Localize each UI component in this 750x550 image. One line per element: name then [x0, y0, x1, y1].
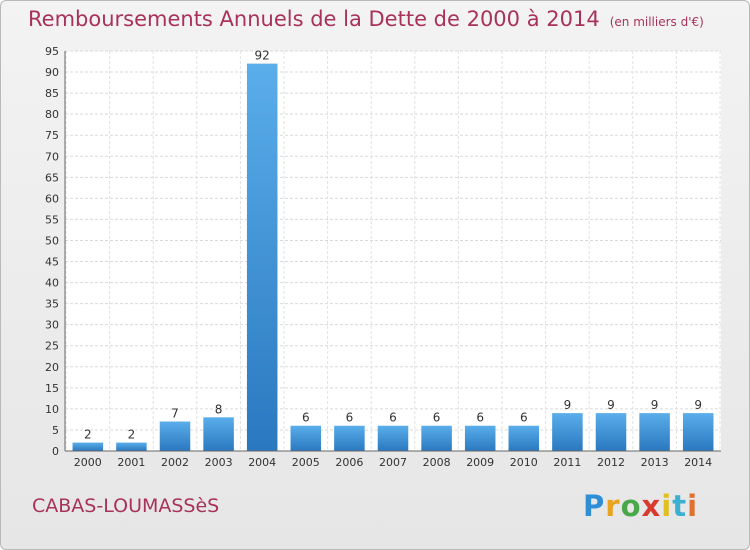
y-tick-label: 80	[45, 108, 59, 121]
y-tick-label: 75	[45, 129, 59, 142]
bar-value-label: 9	[564, 398, 572, 412]
bar-2004	[246, 63, 278, 451]
grid	[65, 50, 721, 452]
bar-value-label: 2	[128, 428, 136, 442]
y-tick-label: 65	[45, 171, 59, 184]
logo-letter: r	[605, 489, 621, 523]
x-tick-label: 2010	[510, 456, 538, 469]
bar-value-label: 6	[520, 411, 528, 425]
bar-value-label: 6	[302, 411, 310, 425]
bar-value-label: 92	[255, 49, 270, 63]
y-tick-label: 95	[45, 45, 59, 58]
bar-2009	[464, 425, 496, 451]
x-tick-label: 2002	[161, 456, 189, 469]
y-tick-label: 40	[45, 277, 59, 290]
y-tick-label: 60	[45, 192, 59, 205]
bar-value-label: 6	[389, 411, 397, 425]
bar-value-label: 9	[607, 398, 615, 412]
bar-value-label: 2	[84, 428, 92, 442]
y-tick-label: 90	[45, 66, 59, 79]
bar-2012	[595, 413, 627, 451]
bar-2006	[334, 425, 365, 451]
bar-2011	[552, 413, 583, 451]
y-tick-label: 45	[45, 256, 59, 269]
x-tick-label: 2013	[641, 456, 669, 469]
bar-2001	[116, 442, 147, 451]
logo-letter: i	[687, 489, 699, 523]
bar-2014	[682, 413, 714, 451]
plot-area	[65, 51, 721, 451]
bar-value-label: 8	[215, 402, 223, 416]
bar-2007	[377, 425, 409, 451]
x-tick-label: 2006	[335, 456, 363, 469]
y-tick-label: 70	[45, 150, 59, 163]
y-tick-label: 10	[45, 403, 59, 416]
y-tick-label: 55	[45, 213, 59, 226]
x-tick-label: 2005	[292, 456, 320, 469]
bar-2008	[421, 425, 452, 451]
x-tick-label: 2003	[205, 456, 233, 469]
y-tick-label: 25	[45, 340, 59, 353]
proxiti-logo: Proxiti	[583, 489, 698, 523]
bar-value-label: 9	[694, 398, 702, 412]
bar-2010	[508, 425, 540, 451]
commune-name: CABAS-LOUMASSèS	[32, 495, 220, 517]
x-tick-label: 2008	[423, 456, 451, 469]
bar-value-label: 6	[346, 411, 354, 425]
chart-unit-label: (en milliers d'€)	[609, 15, 704, 29]
logo-letter: t	[672, 489, 688, 523]
chart-title-text: Remboursements Annuels de la Dette de 20…	[28, 7, 600, 31]
bar-2013	[639, 413, 670, 451]
y-tick-label: 20	[45, 361, 59, 374]
logo-letter: i	[661, 489, 673, 523]
x-tick-label: 2009	[466, 456, 494, 469]
y-tick-label: 30	[45, 319, 59, 332]
logo-letter: P	[583, 489, 606, 523]
axes: 0 5 10 15 20 25 30 35 40 45 50 55 60 65 70 75 80 85 90 95 20…	[45, 45, 721, 469]
x-tick-label: 2007	[379, 456, 407, 469]
logo-letter: x	[641, 489, 662, 523]
bar-2003	[203, 417, 234, 451]
bars: 2 2 7 8 92 6 6 6 6 6 6 9 9 9 9	[72, 49, 714, 451]
y-tick-label: 85	[45, 87, 59, 100]
y-tick-label: 0	[52, 445, 59, 458]
x-tick-label: 2012	[597, 456, 625, 469]
bar-2002	[159, 421, 191, 451]
chart-title: Remboursements Annuels de la Dette de 20…	[28, 7, 704, 31]
y-tick-label: 35	[45, 298, 59, 311]
bar-value-label: 6	[433, 411, 441, 425]
bar-2000	[72, 442, 104, 451]
bar-value-label: 7	[171, 407, 179, 421]
x-tick-label: 2014	[684, 456, 712, 469]
y-tick-label: 50	[45, 234, 59, 247]
bar-2005	[290, 425, 322, 451]
y-tick-label: 15	[45, 382, 59, 395]
bar-value-label: 9	[651, 398, 659, 412]
logo-letter: o	[620, 489, 642, 523]
x-tick-label: 2000	[74, 456, 102, 469]
x-tick-label: 2011	[553, 456, 581, 469]
y-tick-label: 5	[52, 424, 59, 437]
bar-value-label: 6	[476, 411, 484, 425]
x-tick-label: 2001	[117, 456, 145, 469]
x-tick-label: 2004	[248, 456, 276, 469]
